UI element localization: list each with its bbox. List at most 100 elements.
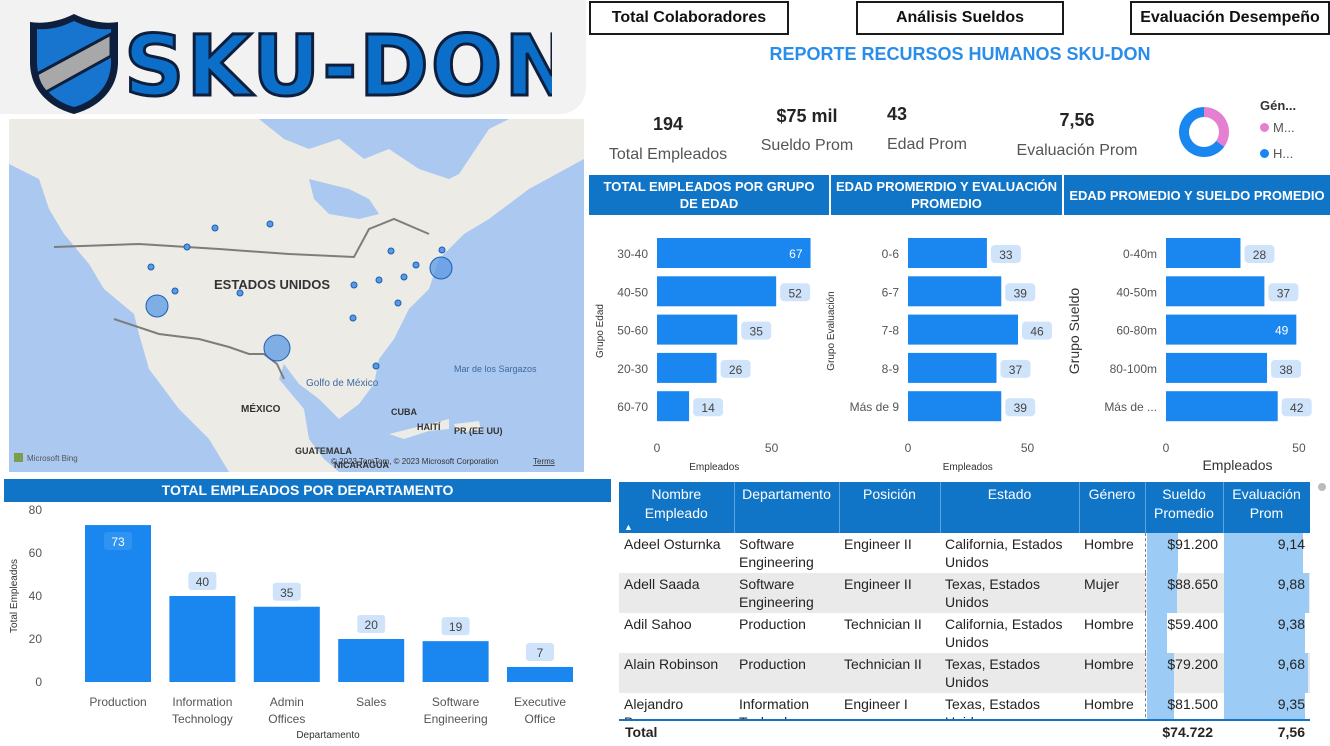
map-bubble[interactable] xyxy=(211,224,219,232)
map-copyright: © 2023 TomTom, © 2023 Microsoft Corporat… xyxy=(331,457,498,466)
map-bubble[interactable] xyxy=(236,289,244,297)
nav-analisis-sueldos-button[interactable]: Análisis Sueldos xyxy=(856,1,1064,35)
bar[interactable] xyxy=(908,352,997,383)
bar[interactable] xyxy=(85,525,151,682)
bar[interactable] xyxy=(507,666,573,682)
kpi-evaluacion-prom-value: 7,56 xyxy=(1059,110,1095,130)
employee-map[interactable]: ESTADOS UNIDOS MÉXICO Golfo de México Ma… xyxy=(9,119,584,472)
data-bar xyxy=(1224,653,1308,693)
column-header-label: Nombre Empleado xyxy=(644,486,708,521)
donut-slice[interactable] xyxy=(1179,107,1225,157)
y-axis-title: Grupo Evaluación xyxy=(826,291,837,371)
column-header-departamento[interactable]: Departamento xyxy=(734,482,840,533)
category-label: 40-50m xyxy=(1116,285,1157,299)
bar[interactable] xyxy=(908,238,987,268)
map-bubble[interactable] xyxy=(429,256,453,280)
donut-slice[interactable] xyxy=(1204,107,1229,147)
map-bubble[interactable] xyxy=(349,314,357,322)
data-bar xyxy=(1224,573,1310,613)
map-bubble[interactable] xyxy=(394,299,402,307)
map-bubble[interactable] xyxy=(400,273,408,281)
column-header-evaluacion[interactable]: Evaluación Prom xyxy=(1223,482,1310,533)
map-bubble[interactable] xyxy=(350,281,358,289)
table-row[interactable]: Alain Robinson Production Technician II Tex… xyxy=(619,653,1310,693)
map-bubble[interactable] xyxy=(372,362,380,370)
data-label: 40 xyxy=(196,575,210,589)
map-bubble[interactable] xyxy=(147,263,155,271)
nav-evaluacion-desempeno-button[interactable]: Evaluación Desempeño xyxy=(1130,1,1330,35)
bar[interactable] xyxy=(657,391,690,422)
table-scrollbar-thumb[interactable] xyxy=(1318,483,1326,491)
column-header-nombre[interactable]: Nombre Empleado ▲ xyxy=(619,482,735,533)
map-bubble[interactable] xyxy=(387,247,395,255)
bar[interactable] xyxy=(1166,352,1268,383)
table-row[interactable]: Adeel Osturnka Software Engineering Engine… xyxy=(619,533,1310,573)
bar[interactable] xyxy=(169,596,236,682)
column-header-posicion[interactable]: Posición xyxy=(839,482,941,533)
data-bar xyxy=(1146,653,1174,693)
column-header-sueldo[interactable]: Sueldo Promedio xyxy=(1145,482,1224,533)
map-bubble[interactable] xyxy=(183,243,191,251)
data-label-bg xyxy=(1281,398,1312,417)
bar[interactable] xyxy=(657,314,738,345)
gender-donut-chart[interactable] xyxy=(1175,103,1233,161)
cell-value: $91.200 xyxy=(1167,536,1218,552)
data-label: 33 xyxy=(999,248,1013,262)
bar[interactable] xyxy=(908,391,1002,422)
category-label: Offices xyxy=(268,712,305,726)
data-label-bg xyxy=(188,572,217,590)
cell-nombre: Adell Saada xyxy=(619,573,734,613)
legend-item-mujer[interactable]: M... xyxy=(1260,120,1295,135)
map-label-mexico: MÉXICO xyxy=(241,402,281,415)
cell-eval: 9,88 xyxy=(1223,573,1310,613)
bar[interactable] xyxy=(1166,238,1241,268)
table-row[interactable]: Adil Sahoo Production Technician II Califor… xyxy=(619,613,1310,653)
legend-dot-icon xyxy=(1260,149,1269,158)
cell-value: 9,14 xyxy=(1277,536,1305,552)
cell-genero: Hombre xyxy=(1079,653,1145,693)
data-label: 14 xyxy=(701,401,715,415)
bar[interactable] xyxy=(1166,314,1297,345)
report-title: REPORTE RECURSOS HUMANOS SKU-DON xyxy=(769,44,1151,64)
legend-item-hombre[interactable]: H... xyxy=(1260,146,1293,161)
data-label-bg xyxy=(1271,359,1302,378)
cell-estado: Texas, Estados Unidos xyxy=(940,573,1079,613)
category-label: Admin xyxy=(270,695,304,709)
nav-total-colaboradores-button[interactable]: Total Colaboradores xyxy=(589,1,789,35)
bar[interactable] xyxy=(1166,276,1265,307)
data-label: 37 xyxy=(1009,363,1023,377)
bar[interactable] xyxy=(908,314,1018,345)
table-total-row: Total $74.722 7,56 xyxy=(619,719,1310,744)
bar[interactable] xyxy=(908,276,1002,307)
bar[interactable] xyxy=(422,641,489,682)
total-evaluacion: 7,56 xyxy=(1277,724,1305,740)
bar[interactable] xyxy=(657,238,811,268)
x-axis-title: Departamento xyxy=(296,730,360,741)
map-bubble[interactable] xyxy=(375,276,383,284)
bar[interactable] xyxy=(338,639,405,682)
bar[interactable] xyxy=(657,276,777,307)
map-bubble[interactable] xyxy=(171,287,179,295)
cell-value: 9,38 xyxy=(1277,616,1305,632)
map-bubble[interactable] xyxy=(145,294,169,318)
map-bubble[interactable] xyxy=(263,334,291,362)
table-row[interactable]: Adell Saada Software Engineering Engineer … xyxy=(619,573,1310,613)
map-terms-link[interactable]: Terms xyxy=(533,457,555,466)
bar[interactable] xyxy=(657,352,717,383)
map-label-sargazos: Mar de los Sargazos xyxy=(454,364,537,374)
column-header-genero[interactable]: Género xyxy=(1079,482,1146,533)
map-bubble[interactable] xyxy=(438,246,446,254)
data-bar xyxy=(1224,533,1304,573)
axis-tick-label: 0 xyxy=(35,675,42,689)
map-bubble[interactable] xyxy=(412,261,420,269)
data-label: 38 xyxy=(1279,363,1293,377)
column-header-estado[interactable]: Estado xyxy=(940,482,1080,533)
x-axis-title: Empleados xyxy=(689,462,739,473)
gender-legend-title: Gén... xyxy=(1260,98,1297,113)
bar[interactable] xyxy=(253,606,320,682)
map-bubble[interactable] xyxy=(266,220,274,228)
bar[interactable] xyxy=(1166,391,1278,422)
kpi-sueldo-prom-value: $75 mil xyxy=(776,106,838,126)
employee-table[interactable]: Nombre Empleado ▲ Departamento Posición E… xyxy=(619,482,1310,744)
map-label-nicaragua: NICARAGUA xyxy=(334,460,389,470)
